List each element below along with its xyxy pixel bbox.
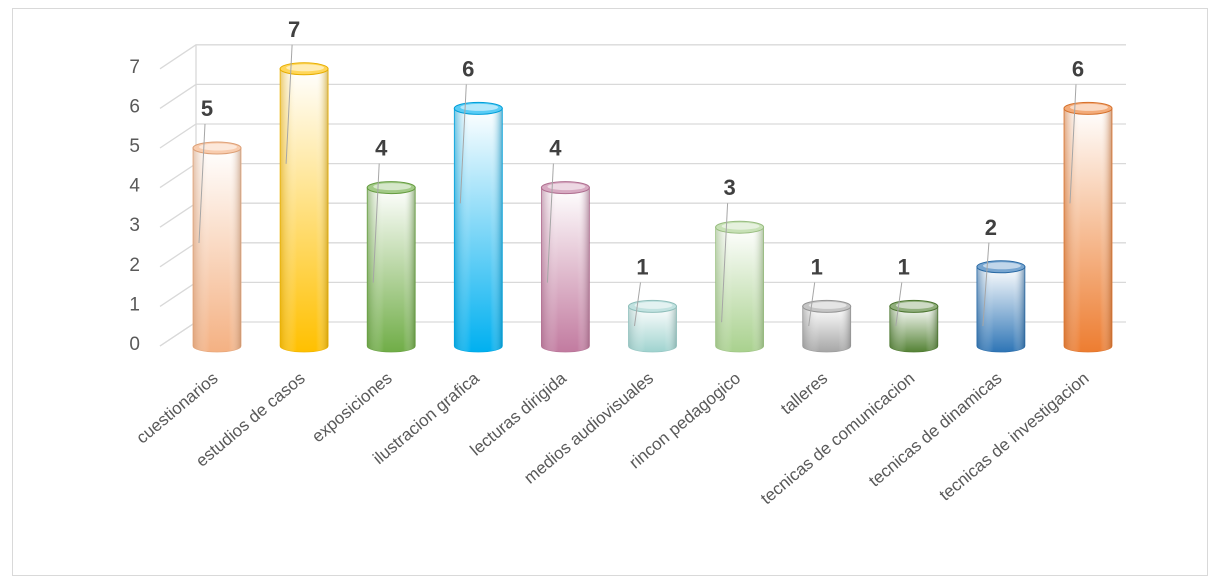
bar-tecnicas-de-comunicacion — [889, 299, 939, 353]
data-label-cuestionarios: 5 — [201, 96, 213, 121]
data-label-leaders — [198, 44, 1077, 327]
leader-line — [1069, 84, 1077, 204]
bar-cuestionarios — [192, 141, 242, 353]
leader-line — [372, 163, 380, 283]
y-tick-label: 0 — [129, 334, 140, 355]
leader-line — [459, 84, 467, 204]
x-label-tecnicas-de-investigacion: tecnicas de investigacion — [936, 369, 1093, 505]
bar-rincon-pedagogico — [715, 220, 765, 353]
data-label-ilustracion-grafica: 6 — [462, 56, 474, 81]
bar-tecnicas-de-investigacion — [1063, 101, 1113, 353]
leader-line — [546, 163, 554, 283]
y-tick-label: 3 — [129, 215, 140, 236]
bar-lecturas-dirigida — [540, 181, 590, 353]
y-tick-label: 7 — [129, 57, 140, 78]
y-tick-label: 6 — [129, 96, 140, 117]
bar-ilustracion-grafica — [453, 101, 503, 353]
plot-walls — [159, 44, 197, 347]
leader-line — [285, 44, 293, 164]
data-label-medios-audiovisuales: 1 — [636, 254, 648, 279]
leader-line — [982, 242, 990, 327]
data-label-estudios-de-casos: 7 — [288, 17, 300, 42]
bar-estudios-de-casos — [279, 62, 329, 353]
leader-line — [198, 123, 206, 244]
bar-talleres — [802, 299, 852, 353]
data-label-talleres: 1 — [811, 254, 823, 279]
bars — [192, 62, 1113, 353]
leader-line — [721, 203, 729, 323]
x-label-exposiciones: exposiciones — [308, 369, 396, 447]
gridline — [159, 123, 1126, 149]
x-label-cuestionarios: cuestionarios — [133, 369, 222, 448]
bar-exposiciones — [366, 181, 416, 353]
gridline — [159, 83, 1126, 109]
data-labels: 5 7 4 6 4 1 3 1 1 2 6 — [201, 17, 1084, 280]
y-tick-label: 4 — [129, 176, 140, 197]
y-tick-label: 5 — [129, 136, 140, 157]
side-wall-edge — [159, 44, 197, 347]
leader-line — [895, 282, 903, 327]
bar-medios-audiovisuales — [628, 299, 677, 353]
y-axis-ticks: 0 1 2 3 4 5 6 7 — [129, 57, 140, 355]
y-tick-label: 2 — [129, 255, 140, 276]
leader-line — [808, 282, 816, 327]
data-label-tecnicas-de-dinamicas: 2 — [985, 215, 997, 240]
y-tick-label: 1 — [129, 294, 140, 315]
leader-line — [634, 282, 641, 327]
data-label-rincon-pedagogico: 3 — [723, 175, 735, 200]
data-label-lecturas-dirigida: 4 — [549, 136, 562, 161]
data-label-tecnicas-de-investigacion: 6 — [1072, 56, 1084, 81]
x-label-talleres: talleres — [777, 369, 831, 419]
data-label-tecnicas-de-comunicacion: 1 — [898, 254, 910, 279]
gridline — [159, 44, 1126, 70]
data-label-exposiciones: 4 — [375, 136, 388, 161]
x-label-tecnicas-de-comunicacion: tecnicas de comunicacion — [757, 369, 918, 509]
bar-tecnicas-de-dinamicas — [976, 260, 1026, 353]
